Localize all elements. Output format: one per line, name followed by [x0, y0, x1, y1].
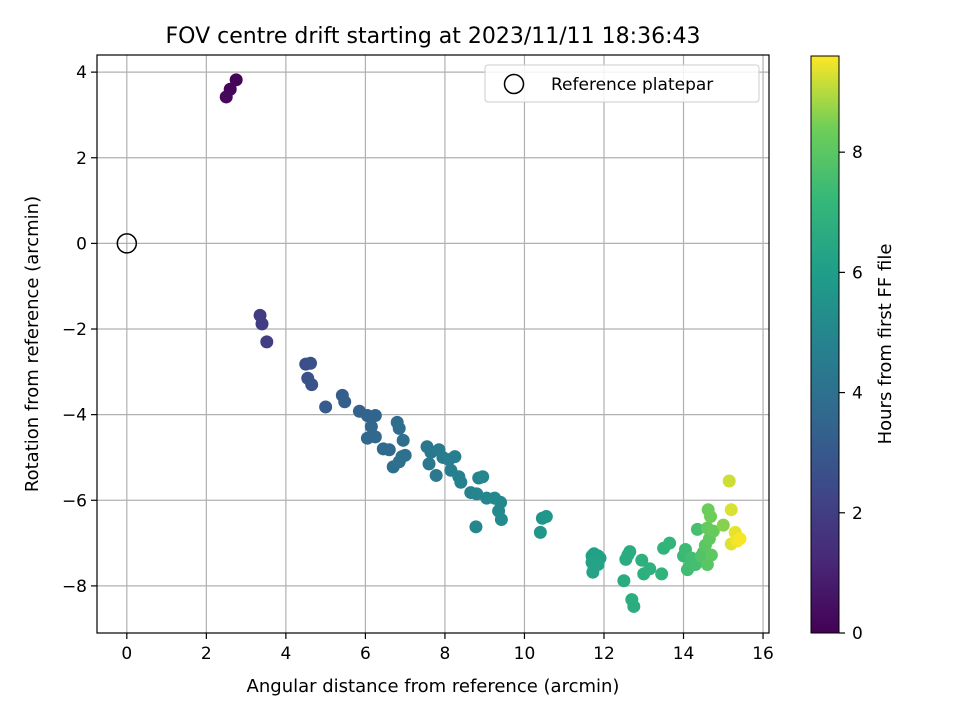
data-point — [448, 450, 462, 464]
colorbar-tick-label: 4 — [852, 384, 863, 404]
data-point — [396, 433, 410, 447]
data-point — [305, 378, 319, 392]
data-point — [338, 395, 352, 409]
data-point — [704, 548, 718, 562]
data-point — [304, 356, 318, 370]
colorbar-gradient — [810, 55, 840, 634]
x-tick-label: 16 — [752, 644, 774, 664]
y-axis-label: Rotation from reference (arcmin) — [22, 196, 43, 492]
plot-frame — [96, 54, 770, 634]
data-point — [229, 73, 243, 87]
data-point — [716, 518, 730, 532]
x-tick-label: 12 — [593, 644, 615, 664]
legend-box — [484, 64, 760, 103]
data-point — [364, 420, 378, 434]
y-tick-label: 0 — [76, 234, 87, 254]
x-tick-label: 2 — [201, 644, 212, 664]
legend-label: Reference platepar — [551, 75, 713, 95]
chart-title: FOV centre drift starting at 2023/11/11 … — [166, 24, 701, 49]
data-point — [470, 487, 484, 501]
data-point — [429, 468, 443, 482]
data-point — [619, 552, 633, 566]
data-point — [368, 409, 382, 423]
colorbar-tick-label: 8 — [852, 143, 863, 163]
data-point — [398, 448, 412, 462]
colorbar: 0 2 4 6 8 Hours from first FF file — [810, 55, 896, 644]
data-point — [494, 513, 508, 527]
legend-marker — [503, 73, 525, 95]
x-axis-label: Angular distance from reference (arcmin) — [247, 676, 620, 697]
x-tick-label: 8 — [440, 644, 451, 664]
data-point — [643, 562, 657, 576]
data-point — [260, 335, 274, 349]
data-point — [722, 474, 736, 488]
data-point — [706, 524, 720, 538]
x-axis-ticks: 0 2 4 6 8 10 12 14 16 — [121, 633, 774, 664]
data-point — [319, 400, 333, 414]
data-point — [255, 317, 269, 331]
data-point — [663, 536, 677, 550]
colorbar-tick-label: 6 — [852, 263, 863, 283]
data-point — [392, 421, 406, 435]
y-tick-label: 4 — [76, 63, 87, 83]
data-point — [586, 565, 600, 579]
data-point — [724, 503, 738, 517]
data-point — [655, 567, 669, 581]
x-tick-label: 0 — [121, 644, 132, 664]
data-point — [469, 520, 483, 534]
data-point — [733, 532, 747, 546]
data-point — [533, 525, 547, 539]
data-point — [368, 430, 382, 444]
grid-lines — [97, 55, 769, 633]
colorbar-tick-label: 2 — [852, 504, 863, 524]
data-points — [219, 73, 747, 613]
reference-point — [116, 233, 138, 254]
legend: Reference platepar — [484, 64, 760, 103]
data-point — [635, 553, 649, 567]
data-point — [539, 510, 553, 524]
data-point — [627, 599, 641, 613]
y-tick-label: −8 — [62, 577, 87, 597]
y-tick-label: 2 — [76, 149, 87, 169]
y-axis-ticks: −8 −6 −4 −2 0 2 4 — [62, 63, 97, 597]
data-point — [617, 574, 631, 588]
data-point — [422, 457, 436, 471]
colorbar-tick-label: 0 — [852, 624, 863, 644]
x-tick-label: 4 — [280, 644, 291, 664]
y-tick-label: −6 — [62, 491, 87, 511]
y-tick-label: −2 — [62, 320, 87, 340]
data-point — [704, 510, 718, 524]
data-point — [476, 470, 490, 484]
x-tick-label: 14 — [673, 644, 695, 664]
data-point — [219, 90, 233, 104]
data-point — [690, 522, 704, 536]
x-tick-label: 10 — [514, 644, 536, 664]
colorbar-ticks: 0 2 4 6 8 — [839, 143, 863, 644]
data-point — [454, 475, 468, 489]
y-tick-label: −4 — [62, 406, 87, 426]
colorbar-label: Hours from first FF file — [875, 244, 896, 445]
x-tick-label: 6 — [360, 644, 371, 664]
data-point — [382, 443, 396, 457]
